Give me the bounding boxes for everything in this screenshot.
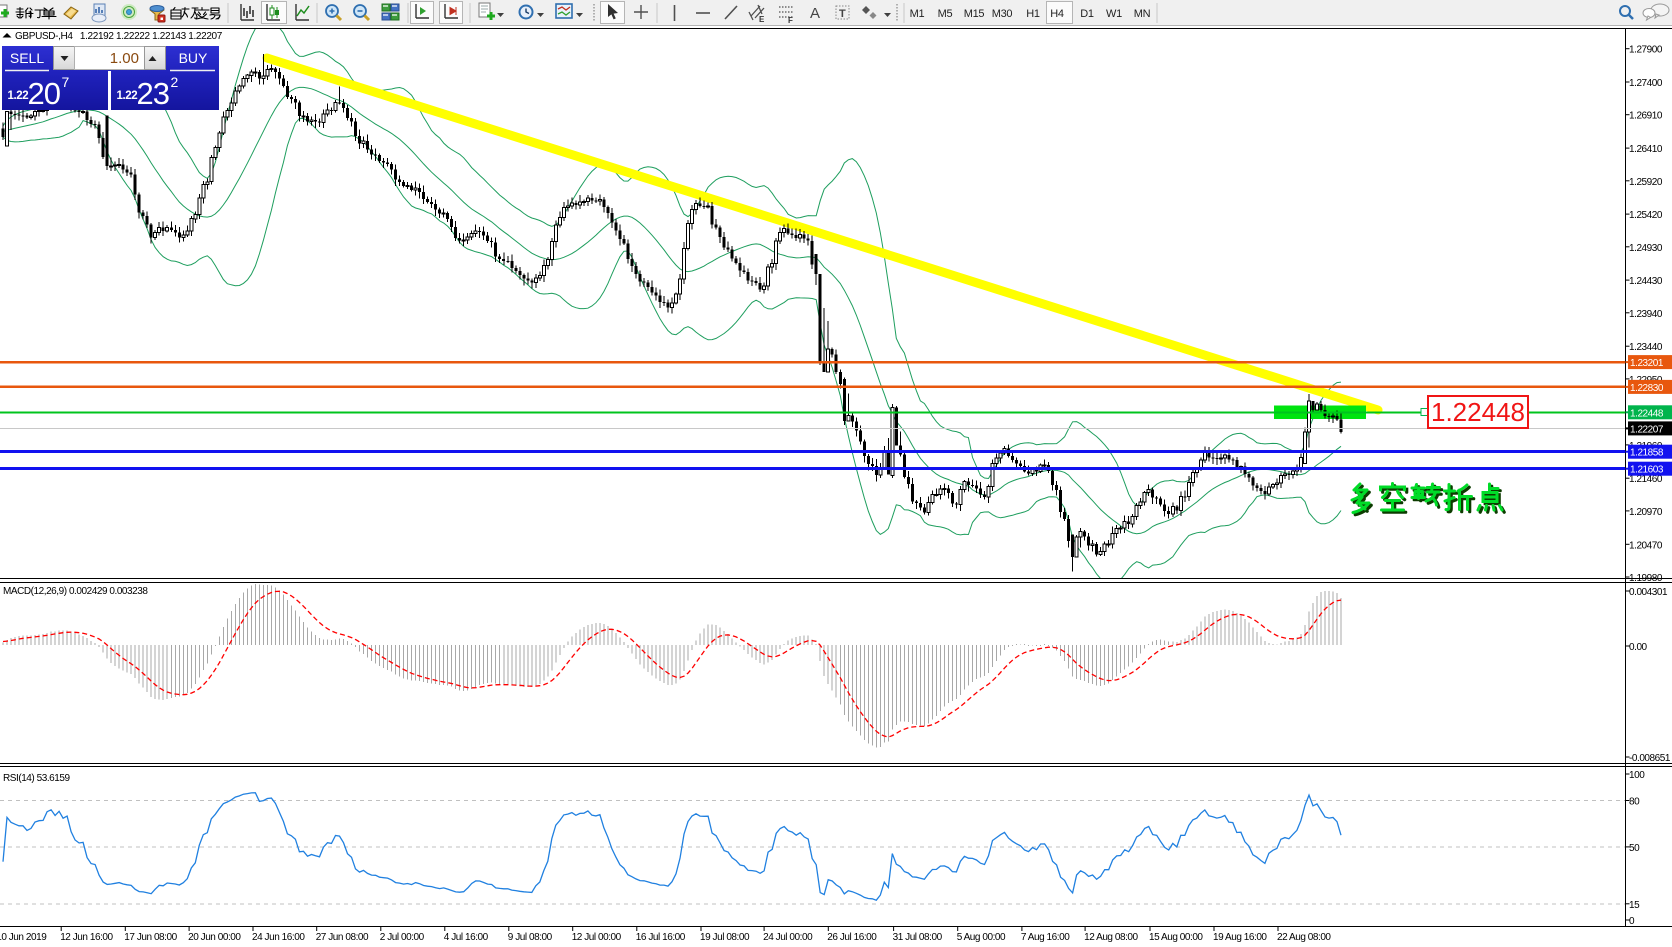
svg-text:T: T	[839, 8, 846, 20]
svg-text:W1: W1	[1106, 8, 1122, 20]
svg-text:-0.008651: -0.008651	[1629, 753, 1671, 764]
svg-text:19 Jul 08:00: 19 Jul 08:00	[700, 932, 750, 943]
svg-text:12 Jun 16:00: 12 Jun 16:00	[60, 932, 113, 943]
svg-text:12 Aug 08:00: 12 Aug 08:00	[1084, 932, 1138, 943]
svg-text:1.23201: 1.23201	[1630, 358, 1664, 369]
svg-text:19 Aug 16:00: 19 Aug 16:00	[1213, 932, 1267, 943]
svg-text:1.00: 1.00	[110, 50, 139, 67]
svg-text:80: 80	[1629, 797, 1640, 808]
svg-text:31 Jul 08:00: 31 Jul 08:00	[893, 932, 943, 943]
svg-text:M5: M5	[938, 8, 953, 20]
svg-text:26 Jul 16:00: 26 Jul 16:00	[827, 932, 877, 943]
svg-text:1.20470: 1.20470	[1629, 540, 1663, 551]
svg-text:23: 23	[137, 76, 169, 111]
svg-text:E: E	[759, 15, 765, 24]
svg-text:24 Jul 00:00: 24 Jul 00:00	[763, 932, 813, 943]
svg-text:A: A	[810, 5, 820, 22]
svg-text:H4: H4	[1050, 8, 1064, 20]
svg-text:1.23440: 1.23440	[1629, 342, 1663, 353]
svg-text:MACD(12,26,9) 0.002429 0.00323: MACD(12,26,9) 0.002429 0.003238	[3, 586, 148, 597]
svg-text:15 Aug 00:00: 15 Aug 00:00	[1149, 932, 1203, 943]
svg-text:50: 50	[1629, 843, 1640, 854]
svg-text:7 Aug 16:00: 7 Aug 16:00	[1021, 932, 1070, 943]
svg-text:1.21603: 1.21603	[1630, 465, 1664, 476]
svg-text:5 Aug 00:00: 5 Aug 00:00	[957, 932, 1006, 943]
svg-text:GBPUSD-,H4 1.22192 1.22222 1: GBPUSD-,H4 1.22192 1.22222 1.22143 1.222…	[15, 31, 223, 42]
svg-text:7: 7	[62, 74, 70, 90]
svg-text:20 Jun 00:00: 20 Jun 00:00	[188, 932, 241, 943]
svg-text:1.21460: 1.21460	[1629, 474, 1663, 485]
svg-text:2 Jul 00:00: 2 Jul 00:00	[380, 932, 425, 943]
svg-text:4 Jul 16:00: 4 Jul 16:00	[444, 932, 489, 943]
svg-text:1.21858: 1.21858	[1630, 448, 1664, 459]
svg-text:1.26910: 1.26910	[1629, 111, 1663, 122]
svg-text:15: 15	[1629, 900, 1640, 911]
svg-text:22 Aug 08:00: 22 Aug 08:00	[1277, 932, 1331, 943]
svg-text:24 Jun 16:00: 24 Jun 16:00	[252, 932, 305, 943]
svg-text:1.23940: 1.23940	[1629, 309, 1663, 320]
svg-text:1.22: 1.22	[8, 90, 29, 102]
svg-text:1.27400: 1.27400	[1629, 78, 1663, 89]
svg-text:1.26410: 1.26410	[1629, 144, 1663, 155]
svg-text:9 Jul 08:00: 9 Jul 08:00	[508, 932, 553, 943]
svg-text:100: 100	[1629, 770, 1645, 781]
svg-text:20: 20	[28, 76, 61, 111]
svg-text:1.27900: 1.27900	[1629, 45, 1663, 56]
svg-text:0: 0	[1629, 916, 1635, 927]
svg-text:17 Jun 08:00: 17 Jun 08:00	[124, 932, 177, 943]
svg-text:1.22830: 1.22830	[1630, 383, 1664, 394]
svg-text:1.22448: 1.22448	[1431, 397, 1525, 427]
svg-text:D1: D1	[1080, 8, 1094, 20]
svg-text:F: F	[788, 16, 793, 25]
svg-text:MN: MN	[1134, 8, 1151, 20]
svg-text:1.25920: 1.25920	[1629, 177, 1663, 188]
svg-text:1.25420: 1.25420	[1629, 210, 1663, 221]
svg-text:1.22448: 1.22448	[1630, 408, 1664, 419]
svg-text:0.00: 0.00	[1629, 642, 1648, 653]
svg-text:1.22207: 1.22207	[1630, 424, 1664, 435]
svg-text:SELL: SELL	[10, 50, 44, 66]
svg-text:27 Jun 08:00: 27 Jun 08:00	[316, 932, 369, 943]
svg-text:1.19980: 1.19980	[1629, 573, 1663, 584]
svg-text:1.22: 1.22	[117, 90, 138, 102]
svg-text:RSI(14) 53.6159: RSI(14) 53.6159	[3, 773, 71, 784]
svg-text:BUY: BUY	[179, 50, 208, 66]
svg-text:0.004301: 0.004301	[1629, 587, 1668, 598]
svg-text:1.24930: 1.24930	[1629, 243, 1663, 254]
svg-text:10 Jun 2019: 10 Jun 2019	[0, 932, 47, 943]
svg-text:1.20970: 1.20970	[1629, 507, 1663, 518]
svg-text:2: 2	[171, 74, 179, 90]
svg-text:12 Jul 00:00: 12 Jul 00:00	[572, 932, 622, 943]
svg-text:1.24430: 1.24430	[1629, 276, 1663, 287]
svg-text:16 Jul 16:00: 16 Jul 16:00	[636, 932, 686, 943]
svg-text:M30: M30	[992, 8, 1013, 20]
svg-text:M1: M1	[910, 8, 925, 20]
svg-text:M15: M15	[964, 8, 985, 20]
svg-text:H1: H1	[1026, 8, 1040, 20]
